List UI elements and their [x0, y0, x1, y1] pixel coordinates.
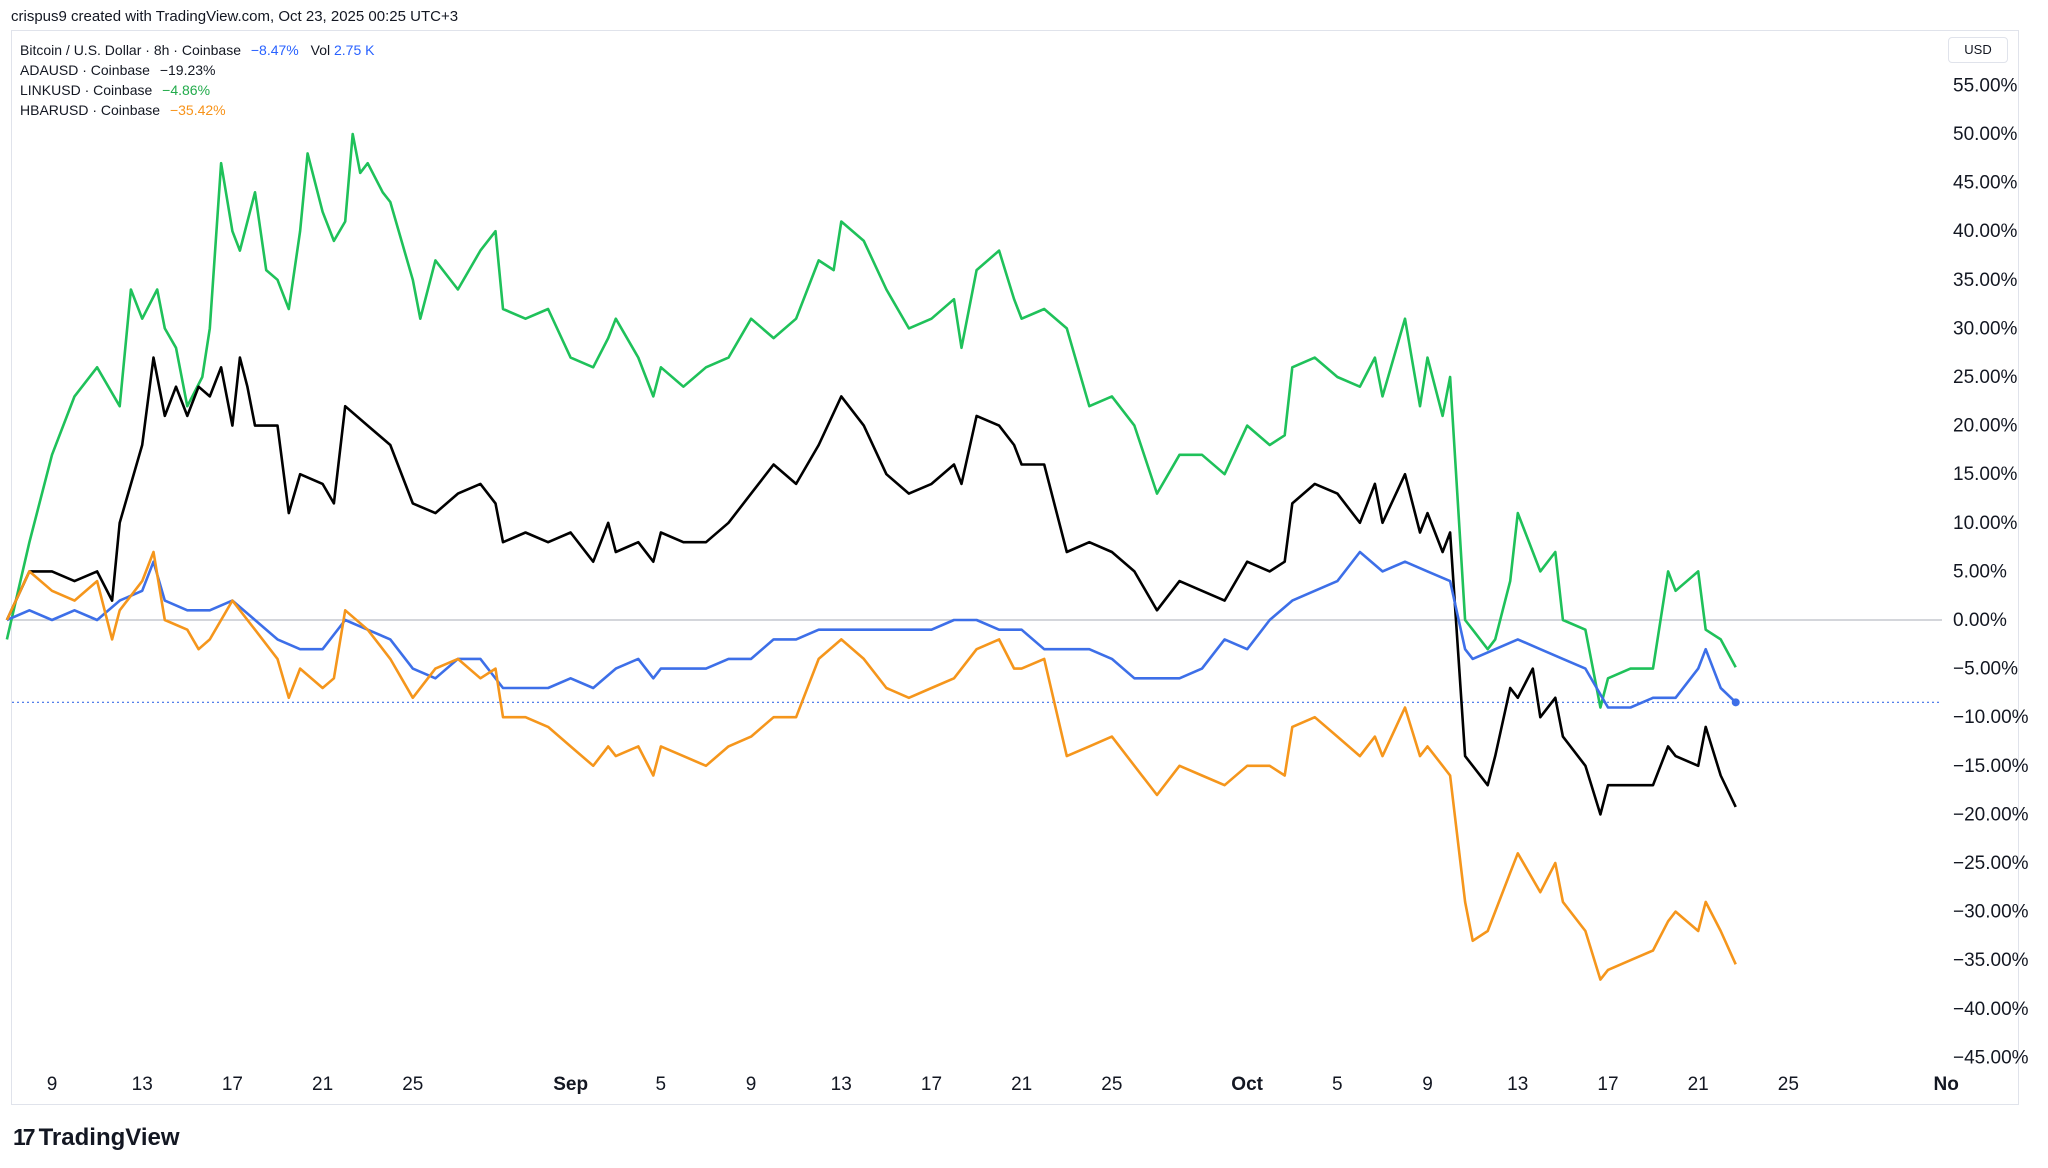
- y-tick-label: −15.00%: [1953, 756, 2029, 777]
- x-tick-label: 25: [1101, 1074, 1122, 1095]
- x-axis[interactable]: 9 13 17 21 25 Sep 5 9 13 17 21 25 Oct 5 9 13 17 21 25 No: [47, 1074, 1959, 1095]
- legend-label: Bitcoin / U.S. Dollar · 8h · Coinbase: [20, 42, 241, 58]
- x-tick-label: 21: [1688, 1074, 1709, 1095]
- y-tick-label: −30.00%: [1953, 902, 2029, 923]
- x-tick-label: 17: [222, 1074, 243, 1095]
- last-price-dot: [1731, 698, 1740, 707]
- x-tick-label: 9: [1422, 1074, 1433, 1095]
- legend-vol-label: Vol: [310, 42, 331, 58]
- y-tick-label: −40.00%: [1953, 999, 2029, 1020]
- y-tick-label: −35.00%: [1953, 950, 2029, 971]
- legend-row-btc[interactable]: Bitcoin / U.S. Dollar · 8h · Coinbase −8…: [20, 40, 374, 60]
- y-axis[interactable]: 55.00% 50.00% 45.00% 40.00% 35.00% 30.00% 25.0…: [1953, 75, 2029, 1068]
- y-tick-label: 0.00%: [1953, 610, 2007, 631]
- y-tick-label: 10.00%: [1953, 513, 2018, 534]
- tradingview-wordmark: TradingView: [38, 1124, 180, 1151]
- x-tick-label: 13: [132, 1074, 153, 1095]
- y-tick-label: −10.00%: [1953, 707, 2029, 728]
- series-lines: [5, 132, 1740, 981]
- y-tick-label: 35.00%: [1953, 270, 2018, 291]
- y-tick-label: −20.00%: [1953, 804, 2029, 825]
- legend-change: −8.47%: [250, 42, 299, 58]
- x-tick-label: Sep: [553, 1074, 588, 1095]
- y-tick-label: 45.00%: [1953, 173, 2018, 194]
- x-tick-label: 25: [1778, 1074, 1799, 1095]
- series-line-link: [5, 132, 1737, 709]
- y-tick-label: −5.00%: [1953, 659, 2018, 680]
- x-tick-label: 5: [1332, 1074, 1343, 1095]
- legend-change: −19.23%: [159, 62, 216, 78]
- y-tick-label: 55.00%: [1953, 75, 2018, 96]
- x-tick-label: 13: [1507, 1074, 1528, 1095]
- y-tick-label: 30.00%: [1953, 318, 2018, 339]
- y-tick-label: −25.00%: [1953, 853, 2029, 874]
- x-tick-label: 9: [746, 1074, 757, 1095]
- x-tick-label: No: [1934, 1074, 1959, 1095]
- series-line-btc: [6, 550, 1737, 709]
- chart-pane[interactable]: [11, 30, 2019, 1105]
- x-tick-label: 9: [47, 1074, 58, 1095]
- y-tick-label: 40.00%: [1953, 221, 2018, 242]
- x-tick-label: 25: [402, 1074, 423, 1095]
- x-tick-label: 13: [831, 1074, 852, 1095]
- y-tick-label: 25.00%: [1953, 367, 2018, 388]
- legend-row-hbar[interactable]: HBARUSD · Coinbase −35.42%: [20, 100, 374, 120]
- legend-label: HBARUSD · Coinbase: [20, 102, 161, 118]
- x-tick-label: 17: [921, 1074, 942, 1095]
- legend-row-link[interactable]: LINKUSD · Coinbase −4.86%: [20, 80, 374, 100]
- currency-selector[interactable]: USD: [1948, 37, 2008, 63]
- legend-vol-value: 2.75 K: [334, 42, 375, 58]
- legend-row-ada[interactable]: ADAUSD · Coinbase −19.23%: [20, 60, 374, 80]
- legend-label: LINKUSD · Coinbase: [20, 82, 153, 98]
- y-tick-label: 50.00%: [1953, 124, 2018, 145]
- series-line-ada: [5, 356, 1737, 816]
- legend-change: −4.86%: [162, 82, 211, 98]
- series-line-hbar: [5, 550, 1737, 981]
- y-tick-label: 20.00%: [1953, 416, 2018, 437]
- chart-legend: Bitcoin / U.S. Dollar · 8h · Coinbase −8…: [20, 40, 374, 120]
- y-tick-label: 15.00%: [1953, 464, 2018, 485]
- legend-label: ADAUSD · Coinbase: [20, 62, 150, 78]
- x-tick-label: 21: [312, 1074, 333, 1095]
- reference-lines: [12, 619, 1942, 703]
- x-tick-label: 5: [656, 1074, 667, 1095]
- x-tick-label: Oct: [1231, 1074, 1263, 1095]
- tradingview-logo: 17 TradingView: [13, 1124, 180, 1152]
- y-tick-label: 5.00%: [1953, 561, 2007, 582]
- x-tick-label: 17: [1597, 1074, 1618, 1095]
- y-tick-label: −45.00%: [1953, 1047, 2029, 1068]
- chart-credit: crispus9 created with TradingView.com, O…: [11, 8, 459, 25]
- x-tick-label: 21: [1011, 1074, 1032, 1095]
- legend-change: −35.42%: [169, 102, 226, 118]
- tradingview-mark-icon: 17: [13, 1124, 36, 1150]
